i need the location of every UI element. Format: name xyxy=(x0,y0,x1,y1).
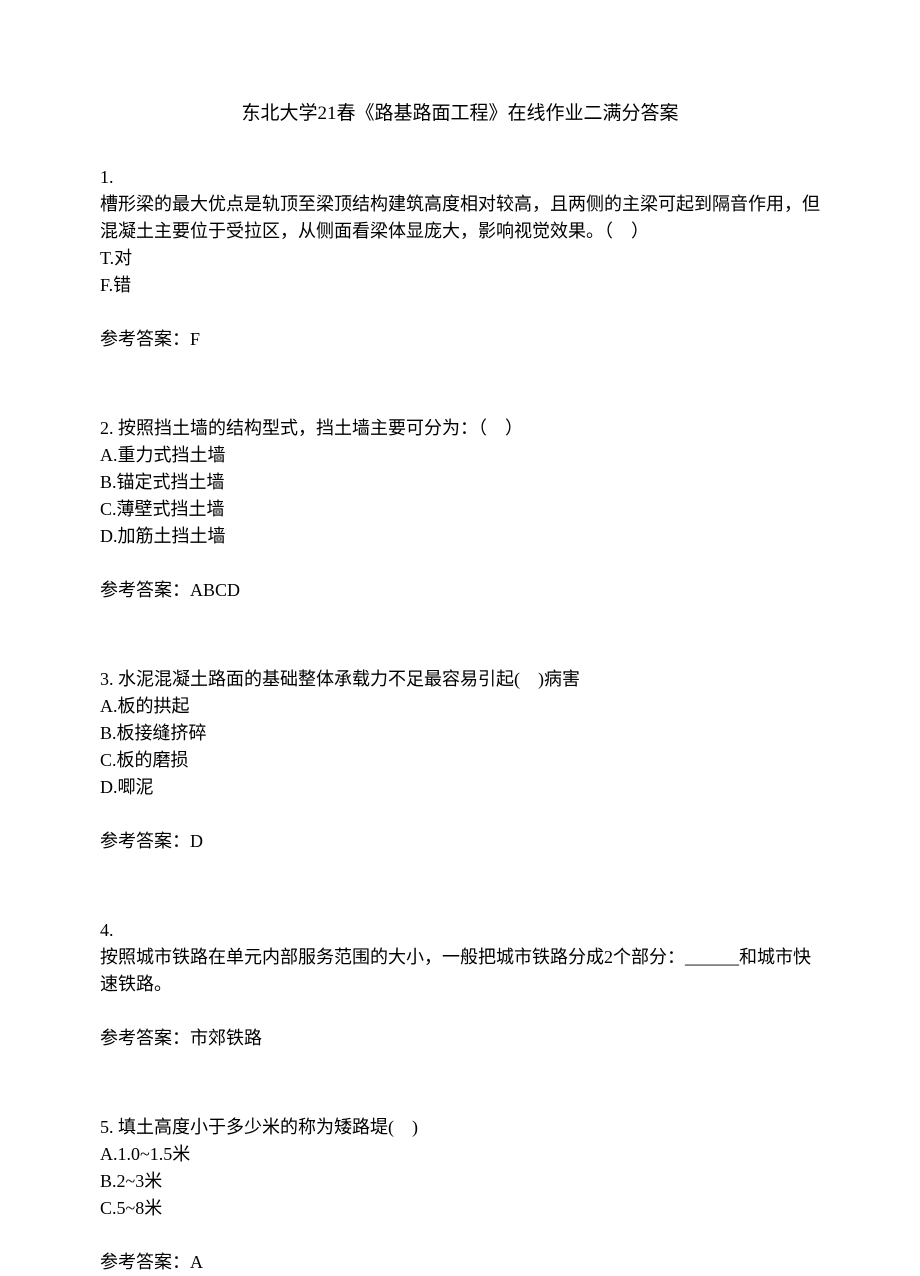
option: B.2~3米 xyxy=(100,1168,820,1195)
option: B.板接缝挤碎 xyxy=(100,720,820,747)
question-text: 3. 水泥混凝土路面的基础整体承载力不足最容易引起( )病害 xyxy=(100,666,820,693)
option: F.错 xyxy=(100,272,820,299)
answer: 参考答案：市郊铁路 xyxy=(100,1025,820,1052)
question-number: 5. xyxy=(100,1117,118,1137)
option: C.板的磨损 xyxy=(100,747,820,774)
option: D.唧泥 xyxy=(100,774,820,801)
option: A.重力式挡土墙 xyxy=(100,442,820,469)
question-number: 2. xyxy=(100,418,118,438)
question-block: 5. 填土高度小于多少米的称为矮路堤( ) A.1.0~1.5米 B.2~3米 … xyxy=(100,1114,820,1276)
question-block: 4. 按照城市铁路在单元内部服务范围的大小，一般把城市铁路分成2个部分：____… xyxy=(100,917,820,1052)
question-body: 水泥混凝土路面的基础整体承载力不足最容易引起( )病害 xyxy=(118,669,580,689)
question-text: 2. 按照挡土墙的结构型式，挡土墙主要可分为：（ ） xyxy=(100,415,820,442)
option: D.加筋土挡土墙 xyxy=(100,523,820,550)
question-block: 3. 水泥混凝土路面的基础整体承载力不足最容易引起( )病害 A.板的拱起 B.… xyxy=(100,666,820,855)
question-block: 1. 槽形梁的最大优点是轨顶至梁顶结构建筑高度相对较高，且两侧的主梁可起到隔音作… xyxy=(100,164,820,353)
question-block: 2. 按照挡土墙的结构型式，挡土墙主要可分为：（ ） A.重力式挡土墙 B.锚定… xyxy=(100,415,820,604)
question-text: 槽形梁的最大优点是轨顶至梁顶结构建筑高度相对较高，且两侧的主梁可起到隔音作用，但… xyxy=(100,191,820,245)
page-title: 东北大学21春《路基路面工程》在线作业二满分答案 xyxy=(100,100,820,129)
option: A.板的拱起 xyxy=(100,693,820,720)
question-number: 3. xyxy=(100,669,118,689)
answer: 参考答案：ABCD xyxy=(100,577,820,604)
option: C.5~8米 xyxy=(100,1195,820,1222)
question-number: 1. xyxy=(100,164,820,191)
answer: 参考答案：F xyxy=(100,326,820,353)
question-text: 5. 填土高度小于多少米的称为矮路堤( ) xyxy=(100,1114,820,1141)
question-body: 按照挡土墙的结构型式，挡土墙主要可分为：（ ） xyxy=(118,418,523,438)
option: B.锚定式挡土墙 xyxy=(100,469,820,496)
option: C.薄壁式挡土墙 xyxy=(100,496,820,523)
question-body: 填土高度小于多少米的称为矮路堤( ) xyxy=(118,1117,418,1137)
option: T.对 xyxy=(100,245,820,272)
question-number: 4. xyxy=(100,917,820,944)
question-text: 按照城市铁路在单元内部服务范围的大小，一般把城市铁路分成2个部分：______和… xyxy=(100,944,820,998)
answer: 参考答案：D xyxy=(100,828,820,855)
option: A.1.0~1.5米 xyxy=(100,1141,820,1168)
answer: 参考答案：A xyxy=(100,1249,820,1276)
